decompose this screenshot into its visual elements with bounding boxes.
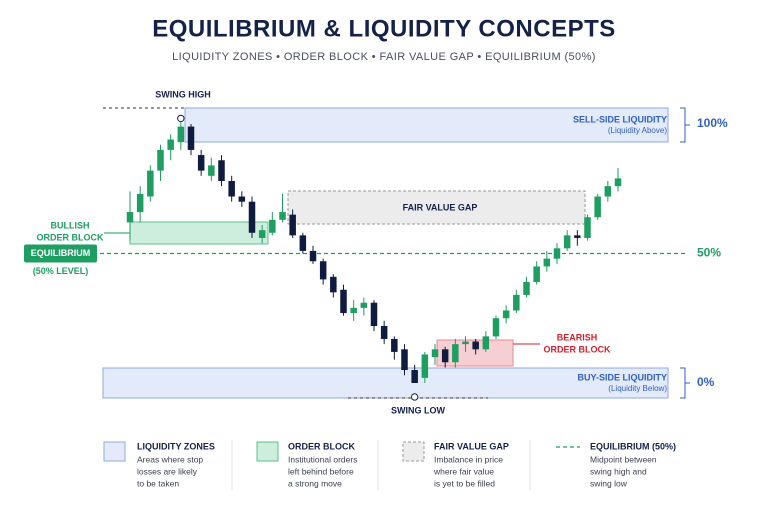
candle-body <box>157 149 164 171</box>
y-tick-label: 100% <box>697 116 728 130</box>
legend-desc: to be taken <box>137 478 179 488</box>
chart-title: EQUILIBRIUM & LIQUIDITY CONCEPTS <box>152 15 616 42</box>
candle-body <box>401 349 408 371</box>
y-tick-label: 50% <box>697 246 721 260</box>
candle-body <box>584 217 591 238</box>
candle-body <box>553 248 561 259</box>
candle-body <box>380 326 388 339</box>
candle-body <box>452 344 459 363</box>
buy-side-sub: (Liquidity Below) <box>608 384 667 393</box>
bearish-ob-label: BEARISH <box>557 332 598 342</box>
candle-body <box>370 302 378 327</box>
legend: LIQUIDITY ZONES Areas where stop losses ar… <box>137 441 676 488</box>
legend-desc: Imbalance in price <box>434 454 503 464</box>
equilibrium-sub: (50% LEVEL) <box>33 266 89 276</box>
candle-body <box>523 281 530 295</box>
bullish-ob-zone <box>129 221 269 245</box>
candle-body <box>614 178 622 187</box>
fvg-zone <box>287 190 586 225</box>
candle-body <box>472 341 479 350</box>
candle-body <box>258 230 266 238</box>
legend-title: EQUILIBRIUM (50%) <box>590 441 676 451</box>
sell-side-sub: (Liquidity Above) <box>608 126 667 135</box>
bearish-ob-label: ORDER BLOCK <box>544 344 611 354</box>
candle-body <box>533 266 540 282</box>
candle-body <box>482 336 490 350</box>
candle-body <box>197 155 205 171</box>
candle-body <box>177 126 185 143</box>
candle-body <box>228 180 235 197</box>
legend-desc: left behind before <box>288 466 354 476</box>
candle-body <box>431 349 439 358</box>
candle-body <box>299 235 307 251</box>
legend-title: FAIR VALUE GAP <box>434 441 509 451</box>
legend-desc: swing high and <box>590 466 647 476</box>
sell-side-zone <box>184 107 669 143</box>
legend-desc: where fair value <box>433 466 494 476</box>
swing-high-label: SWING HIGH <box>155 89 211 99</box>
candle-body <box>319 261 327 280</box>
bracket-top <box>680 107 690 143</box>
candle-body <box>238 196 246 202</box>
candle-body <box>136 193 144 213</box>
buy-side-zone <box>102 367 669 399</box>
legend-desc: Areas where stop <box>137 454 203 464</box>
candle-body <box>330 276 337 293</box>
legend-desc: swing low <box>590 478 628 488</box>
candle-body <box>248 201 256 233</box>
fvg-label: FAIR VALUE GAP <box>403 202 478 212</box>
candle-body <box>502 310 510 319</box>
legend-desc: a strong move <box>288 478 342 488</box>
candle-body <box>208 165 215 176</box>
legend-desc: Institutional orders <box>288 454 357 464</box>
candle-body <box>309 250 317 262</box>
candle-body <box>574 235 581 238</box>
candle-body <box>289 214 296 236</box>
sell-side-label: SELL-SIDE LIQUIDITY <box>573 114 667 124</box>
legend-icon <box>256 441 279 462</box>
candle-body <box>513 294 520 311</box>
candle-body <box>604 186 612 197</box>
buy-side-label: BUY-SIDE LIQUIDITY <box>577 372 667 382</box>
candle-body <box>411 370 418 383</box>
swing-low-label: SWING LOW <box>391 405 445 415</box>
equilibrium-label: EQUILIBRIUM <box>31 248 91 258</box>
legend-icon <box>402 441 425 462</box>
candle-body <box>269 219 276 233</box>
legend-desc: is yet to be filled <box>434 478 495 488</box>
candle-body <box>147 170 154 197</box>
candle-body <box>279 212 286 220</box>
legend-title: LIQUIDITY ZONES <box>137 441 215 451</box>
candle-body <box>421 354 429 378</box>
candle-body <box>462 341 469 345</box>
candle-body <box>218 160 225 181</box>
candle-body <box>391 338 398 352</box>
swing-low-marker <box>410 393 419 401</box>
legend-title: ORDER BLOCK <box>288 441 355 451</box>
candle-body <box>340 289 347 314</box>
candle-body <box>492 318 500 337</box>
bullish-ob-label: ORDER BLOCK <box>37 232 104 242</box>
candle-body <box>543 258 551 267</box>
candle-body <box>350 307 357 314</box>
bullish-ob-label: BULLISH <box>51 220 90 230</box>
candle-body <box>126 212 134 223</box>
legend-desc: losses are likely <box>137 466 198 476</box>
candle-body <box>441 349 449 363</box>
equilibrium-badge <box>24 244 97 263</box>
candle-body <box>594 196 601 218</box>
chart-subtitle: LIQUIDITY ZONES • ORDER BLOCK • FAIR VAL… <box>172 51 596 63</box>
y-tick-label: 0% <box>697 375 715 389</box>
candle-body <box>360 302 368 308</box>
swing-high-marker <box>177 114 185 123</box>
legend-icon <box>103 441 126 462</box>
candle-body <box>187 126 195 150</box>
legend-desc: Midpoint between <box>590 454 657 464</box>
candle-body <box>563 235 571 249</box>
bracket-bottom <box>680 367 690 399</box>
candle-body <box>167 139 174 150</box>
